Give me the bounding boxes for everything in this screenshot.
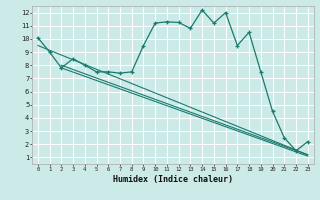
X-axis label: Humidex (Indice chaleur): Humidex (Indice chaleur) [113,175,233,184]
